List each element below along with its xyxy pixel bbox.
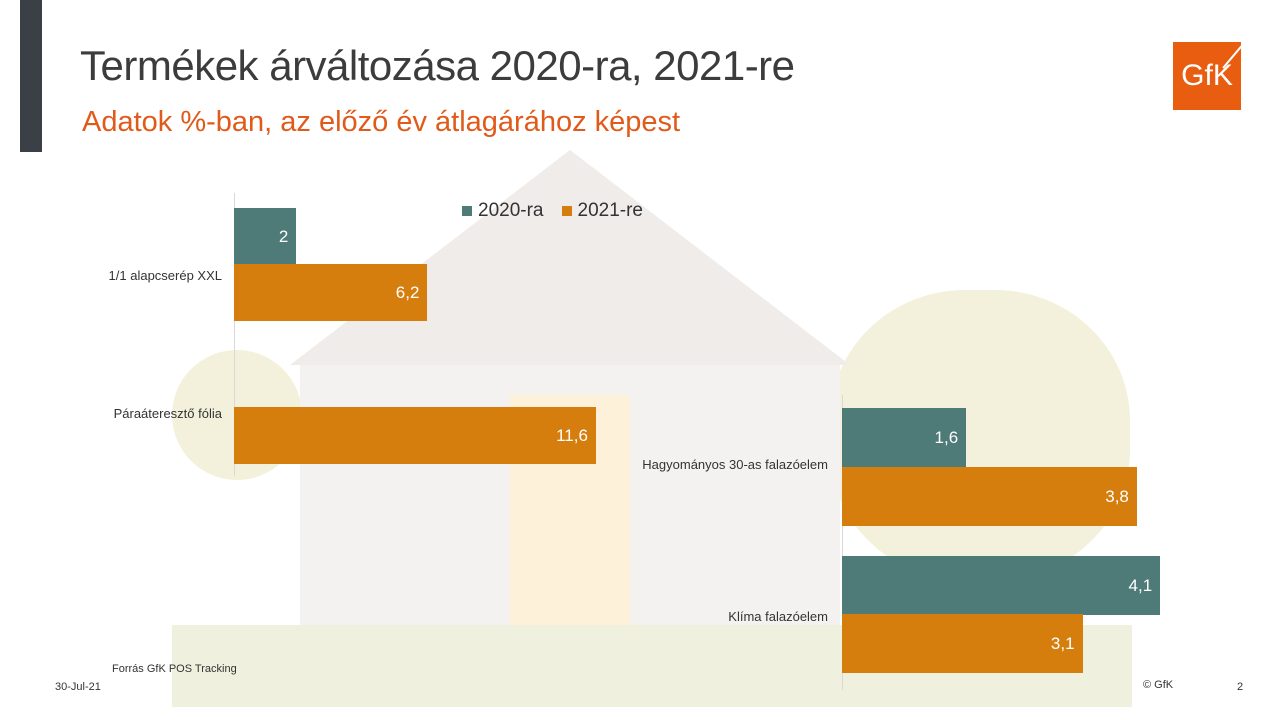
data-label: 11,6 bbox=[556, 425, 588, 445]
bar-2021: 3,8 bbox=[842, 467, 1137, 526]
legend-label-2020: 2020-ra bbox=[478, 200, 544, 221]
data-label: 3,1 bbox=[1050, 633, 1075, 653]
legend-swatch-2020 bbox=[462, 206, 472, 216]
background-house-roof bbox=[290, 150, 850, 365]
legend-item-2020: 2020-ra bbox=[462, 200, 544, 222]
logo-text: GfK bbox=[1181, 59, 1233, 92]
data-label: 2 bbox=[278, 226, 289, 246]
footer-copyright: © GfK bbox=[1143, 679, 1174, 691]
footer-page-number: 2 bbox=[1237, 681, 1244, 693]
bar-2020: 2 bbox=[234, 208, 297, 265]
gfk-logo: GfK bbox=[1173, 42, 1241, 110]
data-label: 1,6 bbox=[934, 427, 959, 447]
bar-2021: 3,1 bbox=[842, 614, 1083, 673]
chart-axis bbox=[842, 395, 843, 690]
page-title: Termékek árváltozása 2020-ra, 2021-re bbox=[80, 42, 795, 89]
data-label: 6,2 bbox=[395, 282, 420, 302]
category-label: Páraáteresztő fólia bbox=[113, 406, 222, 421]
bar-2020: 1,6 bbox=[842, 408, 967, 467]
chart-legend: 2020-ra 2021-re bbox=[462, 200, 643, 222]
bar-2021: 11,6 bbox=[234, 407, 596, 464]
footer-date: 30-Jul-21 bbox=[55, 681, 101, 693]
source-note: Forrás GfK POS Tracking bbox=[112, 663, 237, 675]
data-label: 4,1 bbox=[1128, 575, 1153, 595]
chart-axis bbox=[234, 193, 235, 476]
legend-swatch-2021 bbox=[561, 206, 572, 216]
legend-item-2021: 2021-re bbox=[561, 200, 644, 222]
category-label: Hagyományos 30-as falazóelem bbox=[642, 457, 828, 472]
bar-2020: 4,1 bbox=[842, 556, 1161, 615]
data-label: 3,8 bbox=[1105, 486, 1129, 506]
category-label: 1/1 alapcserép XXL bbox=[108, 268, 222, 283]
bar-2021: 6,2 bbox=[234, 264, 428, 321]
page-subtitle: Adatok %-ban, az előző év átlagárához ké… bbox=[82, 106, 681, 138]
category-label: Klíma falazóelem bbox=[728, 609, 828, 624]
accent-bar bbox=[20, 0, 42, 152]
legend-label-2021: 2021-re bbox=[577, 200, 644, 221]
